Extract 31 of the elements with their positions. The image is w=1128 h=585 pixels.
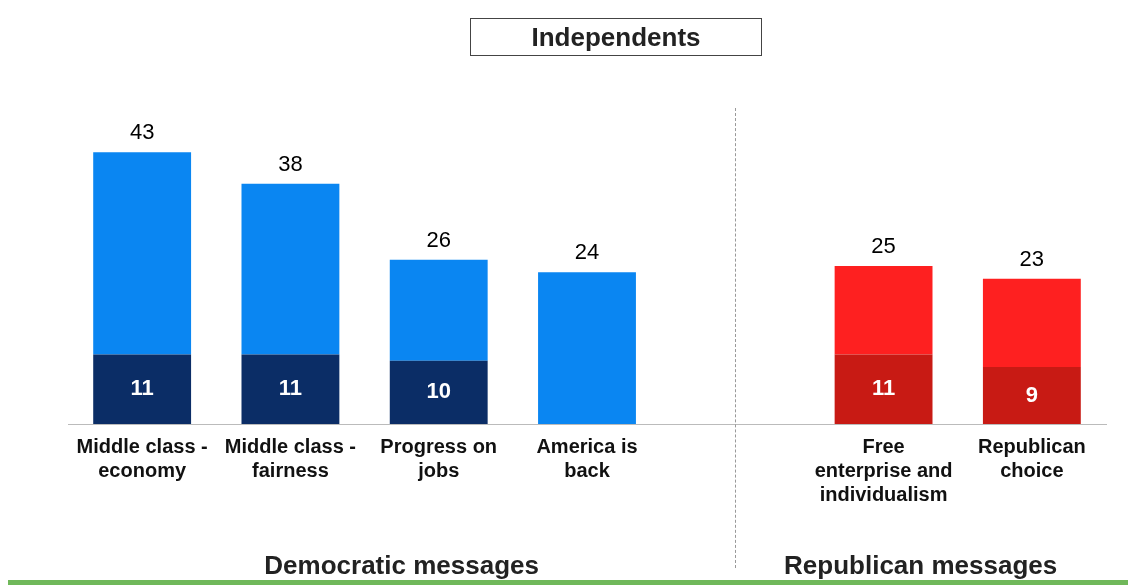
total-label: 24 bbox=[574, 239, 600, 265]
bar bbox=[389, 259, 488, 361]
x-tick-label: Middle class - economy bbox=[76, 434, 208, 481]
total-label: 23 bbox=[1019, 245, 1045, 271]
bar bbox=[834, 354, 933, 424]
total-label: 26 bbox=[426, 226, 451, 252]
data-label: 10 bbox=[426, 378, 451, 404]
text: Republican messages bbox=[784, 550, 1058, 581]
chart-title: Independents bbox=[470, 18, 762, 56]
x-tick-label: Republican choice bbox=[977, 434, 1086, 481]
data-label: 11 bbox=[871, 375, 896, 401]
bar bbox=[93, 152, 192, 355]
bar bbox=[834, 266, 933, 355]
bar bbox=[93, 354, 192, 424]
x-tick-label: America is back bbox=[536, 434, 638, 481]
x-tick-label: Middle class - fairness bbox=[224, 434, 357, 481]
text: Democratic messages bbox=[264, 550, 539, 581]
data-label: 11 bbox=[278, 375, 303, 401]
x-tick-label: Progress on jobs bbox=[380, 434, 498, 481]
x-tick-label: Free enterprise and individualism bbox=[814, 434, 953, 505]
total-label: 38 bbox=[278, 150, 303, 176]
bar bbox=[241, 354, 340, 424]
data-label: 11 bbox=[130, 375, 154, 401]
bar bbox=[241, 183, 340, 355]
total-label: 43 bbox=[129, 119, 155, 145]
total-label: 25 bbox=[871, 233, 896, 259]
data-label: 9 bbox=[1025, 381, 1038, 407]
bar bbox=[982, 367, 1081, 424]
bar bbox=[389, 360, 488, 424]
bar bbox=[538, 272, 636, 424]
bar bbox=[982, 278, 1081, 368]
